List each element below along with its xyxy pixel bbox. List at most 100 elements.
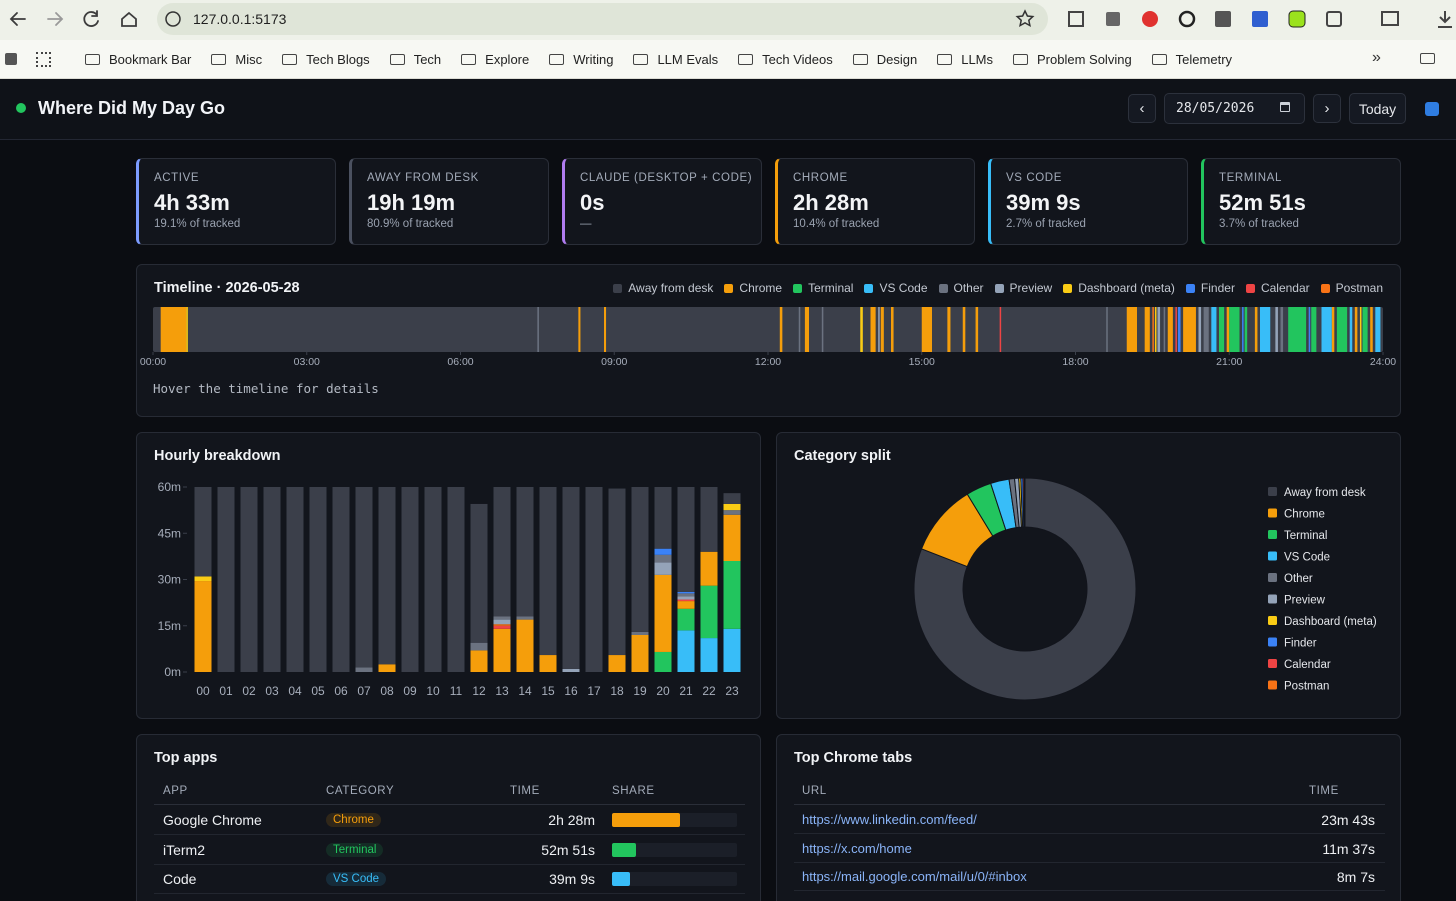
legend-item: Calendar bbox=[1245, 281, 1310, 295]
row-rule bbox=[794, 890, 1385, 892]
bookmark[interactable]: Writing bbox=[549, 52, 613, 67]
stat-label: CLAUDE (DESKTOP + CODE) bbox=[580, 172, 753, 184]
bookmark-label: Tech Blogs bbox=[306, 52, 370, 67]
legend-label: Other bbox=[953, 281, 984, 295]
share-bar bbox=[612, 872, 630, 886]
column-header: CATEGORY bbox=[326, 785, 395, 797]
bookmarks-more[interactable]: » bbox=[1372, 49, 1381, 66]
legend-label: Finder bbox=[1200, 281, 1235, 295]
bookmark[interactable]: Misc bbox=[211, 52, 262, 67]
stat-label: VS CODE bbox=[1006, 172, 1062, 184]
folder-icon bbox=[389, 54, 405, 65]
site-info[interactable] bbox=[165, 11, 181, 27]
date-input[interactable]: 28/05/2026 bbox=[1164, 93, 1305, 124]
address-bar[interactable] bbox=[157, 3, 1048, 35]
header-rule bbox=[154, 804, 745, 805]
extension[interactable] bbox=[1106, 12, 1120, 26]
downloads[interactable] bbox=[1438, 11, 1452, 28]
column-header: URL bbox=[802, 785, 827, 797]
bookmark[interactable]: Telemetry bbox=[1151, 52, 1233, 67]
bookmark-label: Explore bbox=[485, 52, 530, 67]
folder-icon bbox=[549, 54, 565, 65]
bookmark[interactable]: Tech Videos bbox=[738, 52, 833, 67]
extensions-menu[interactable] bbox=[1326, 11, 1342, 27]
bookmark[interactable]: Tech bbox=[389, 52, 441, 67]
column-header: TIME bbox=[510, 785, 540, 797]
prev-day[interactable]: ‹ bbox=[1128, 94, 1156, 123]
calendar-icon bbox=[1280, 102, 1290, 112]
extension[interactable] bbox=[1178, 10, 1196, 28]
header-rule bbox=[794, 804, 1385, 805]
bookmark[interactable]: Problem Solving bbox=[1013, 52, 1132, 67]
bookmark[interactable]: LLMs bbox=[937, 52, 993, 67]
stat-card: CLAUDE (DESKTOP + CODE) 0s — bbox=[562, 158, 762, 245]
folder-icon bbox=[1420, 53, 1435, 64]
folder-icon bbox=[1013, 54, 1029, 65]
folder-icon bbox=[738, 54, 754, 65]
legend-label: Chrome bbox=[739, 281, 783, 295]
stat-value: 19h 19m bbox=[367, 190, 456, 215]
home-button[interactable] bbox=[121, 11, 137, 27]
legend-item: Preview bbox=[994, 281, 1052, 295]
bookmark-label: Misc bbox=[235, 52, 263, 67]
legend-label: Away from desk bbox=[628, 281, 714, 295]
hourly-panel: Hourly breakdown bbox=[136, 432, 761, 719]
bookmark-star[interactable] bbox=[1015, 9, 1035, 28]
bookmark-label: Writing bbox=[573, 52, 614, 67]
extension[interactable] bbox=[1142, 11, 1158, 27]
timeline-legend: Away from desk Chrome Terminal VS Code Other… bbox=[613, 281, 1383, 295]
top-apps-panel: Top apps APP CATEGORY TIME SHARE Google Chrom… bbox=[136, 734, 761, 901]
legend-swatch bbox=[994, 283, 1004, 293]
panel-title: Top Chrome tabs bbox=[794, 750, 913, 766]
row-rule bbox=[794, 833, 1385, 834]
stat-value: 39m 9s bbox=[1006, 190, 1081, 215]
bookmark[interactable]: Bookmark Bar bbox=[85, 52, 191, 67]
bookmark[interactable]: Design bbox=[852, 52, 917, 67]
legend-swatch bbox=[1320, 283, 1330, 293]
reload-button[interactable] bbox=[83, 10, 99, 27]
bookmark-label: LLM Evals bbox=[657, 52, 719, 67]
next-day[interactable]: › bbox=[1313, 94, 1341, 123]
status-dot bbox=[16, 103, 26, 113]
bookmark[interactable]: Tech Blogs bbox=[282, 52, 370, 67]
top-tabs-panel: Top Chrome tabs URL TIME https://www.linked… bbox=[776, 734, 1401, 901]
bookmark-label: LLMs bbox=[961, 52, 994, 67]
stat-sub: 3.7% of tracked bbox=[1219, 218, 1299, 230]
share-track bbox=[612, 813, 737, 827]
bookmark[interactable]: LLM Evals bbox=[633, 52, 718, 67]
tab-url[interactable]: https://mail.google.com/mail/u/0/#inbox bbox=[802, 869, 1027, 885]
folder-icon bbox=[937, 54, 953, 65]
extension[interactable] bbox=[1288, 10, 1306, 28]
stat-label: CHROME bbox=[793, 172, 848, 184]
category-panel: Category split bbox=[776, 432, 1401, 719]
back-button[interactable] bbox=[9, 12, 26, 26]
url-text: 127.0.0.1:5173 bbox=[193, 11, 287, 27]
tab-url[interactable]: https://x.com/home bbox=[802, 840, 912, 856]
app-name: iTerm2 bbox=[163, 841, 206, 858]
bookmarks-grid[interactable] bbox=[36, 52, 51, 67]
bookmarks: Bookmark Bar Misc Tech Blogs Tech Explore Wri… bbox=[85, 40, 1232, 79]
auto-checkbox[interactable] bbox=[1425, 102, 1439, 116]
extension[interactable] bbox=[1068, 11, 1084, 27]
stat-card: ACTIVE 4h 33m 19.1% of tracked bbox=[136, 158, 336, 245]
today-button[interactable]: Today bbox=[1349, 93, 1406, 124]
extension[interactable] bbox=[1252, 11, 1268, 27]
bookmark[interactable]: Explore bbox=[461, 52, 529, 67]
stat-value: 52m 51s bbox=[1219, 190, 1306, 215]
category-pill: Terminal bbox=[326, 842, 384, 857]
legend-item: Finder bbox=[1185, 281, 1235, 295]
tab-url[interactable]: https://www.linkedin.com/feed/ bbox=[802, 812, 977, 827]
legend-swatch bbox=[1063, 283, 1073, 293]
legend-label: VS Code bbox=[879, 281, 928, 295]
stat-card: TERMINAL 52m 51s 3.7% of tracked bbox=[1201, 158, 1401, 245]
stat-card: VS CODE 39m 9s 2.7% of tracked bbox=[988, 158, 1188, 245]
category-pill: Chrome bbox=[326, 813, 381, 827]
stat-label: TERMINAL bbox=[1219, 172, 1282, 184]
extension[interactable] bbox=[1215, 11, 1231, 27]
row-rule bbox=[794, 861, 1385, 863]
bookmark-label: Telemetry bbox=[1175, 52, 1233, 67]
tab-search[interactable] bbox=[1381, 11, 1399, 26]
legend-swatch bbox=[724, 283, 734, 293]
row-rule bbox=[154, 834, 745, 835]
